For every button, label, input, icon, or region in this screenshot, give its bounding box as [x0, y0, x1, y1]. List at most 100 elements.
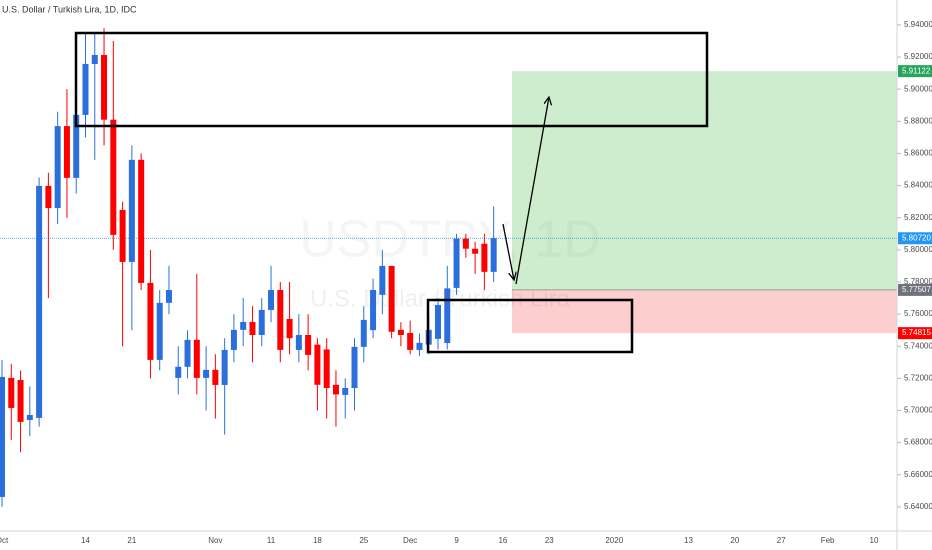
candle-body	[175, 366, 182, 378]
candle-body	[388, 265, 395, 332]
candle-body	[360, 319, 367, 347]
price-label-box	[898, 232, 932, 245]
candle-body	[416, 342, 423, 350]
candle-body	[128, 159, 135, 262]
y-tick-label: 5.80000	[904, 245, 932, 254]
y-tick-label: 5.82000	[904, 213, 932, 222]
candle-body	[286, 318, 293, 339]
y-tick-label: 5.74000	[904, 341, 932, 350]
candle-body	[295, 334, 302, 350]
x-tick-label: Dec	[403, 536, 417, 545]
candle-body	[110, 119, 117, 235]
candle-body	[54, 126, 61, 209]
candle-body	[323, 349, 330, 389]
candle-body	[453, 238, 460, 288]
target-zone	[512, 71, 897, 290]
x-tick-label: Nov	[208, 536, 222, 545]
candle-body	[472, 248, 479, 254]
x-tick-label: 20	[730, 536, 739, 545]
candle-body	[314, 344, 321, 385]
y-tick-label: 5.76000	[904, 309, 932, 318]
arrow	[515, 97, 549, 285]
axes: 5.64000 5.66000 5.68000 5.70000 5.72000 5.740…	[0, 20, 932, 545]
y-tick-label: 5.88000	[904, 116, 932, 125]
candle-body	[156, 302, 163, 360]
candle-body	[407, 332, 414, 350]
drawn-box	[426, 298, 634, 354]
candle-body	[82, 63, 89, 115]
candle-body	[249, 321, 256, 335]
x-tick-label: Oct	[0, 536, 9, 545]
y-tick-label: 5.84000	[904, 181, 932, 190]
candle-body	[119, 209, 126, 262]
candle-body	[91, 54, 98, 64]
y-tick-label: 5.94000	[904, 20, 932, 29]
price-label: 5.91122	[902, 66, 931, 75]
candle-body	[17, 379, 24, 422]
candle-body	[277, 290, 284, 350]
y-tick-label: 5.78000	[904, 277, 932, 286]
arrow	[502, 223, 514, 280]
price-label-box	[898, 65, 932, 78]
y-tick-label: 5.68000	[904, 438, 932, 447]
candle-body	[212, 369, 219, 385]
x-tick-label: 14	[81, 536, 90, 545]
x-tick-label: 23	[545, 536, 554, 545]
y-tick-label: 5.86000	[904, 149, 932, 158]
candle-body	[138, 159, 145, 283]
candle-body	[481, 243, 488, 272]
x-tick-label: 16	[498, 536, 507, 545]
candle-body	[101, 54, 108, 120]
candle-body	[26, 414, 33, 420]
candle-body	[351, 346, 358, 389]
candle-body	[258, 309, 265, 335]
zones	[0, 71, 897, 334]
candle-body	[397, 329, 404, 335]
candle-body	[165, 290, 172, 303]
y-tick-label: 5.92000	[904, 52, 932, 61]
candle-body	[36, 185, 43, 418]
x-tick-label: 25	[359, 536, 368, 545]
watermark-symbol: USDTRY, 1D	[299, 211, 601, 269]
candle-body	[63, 126, 70, 178]
y-tick-label: 5.64000	[904, 502, 932, 511]
x-tick-label: 27	[777, 536, 786, 545]
y-tick-label: 5.70000	[904, 406, 932, 415]
price-label-box	[898, 283, 932, 296]
price-label-box	[898, 327, 932, 340]
candle-body	[379, 265, 386, 295]
candle-body	[435, 304, 441, 339]
x-tick-label: 9	[454, 536, 459, 545]
price-label: 5.77507	[902, 285, 931, 294]
candle-body	[332, 384, 339, 395]
target-zone	[512, 289, 897, 334]
candle-body	[221, 349, 228, 385]
candle-body	[305, 334, 312, 355]
x-tick-label: 21	[127, 536, 136, 545]
drawn-box	[74, 31, 709, 128]
candle-body	[147, 282, 154, 360]
x-tick-label: 2020	[605, 536, 623, 545]
candle-body	[342, 388, 349, 395]
candle-body	[490, 238, 497, 272]
candle-body	[0, 376, 5, 497]
x-tick-label: 10	[870, 536, 879, 545]
candle-body	[462, 238, 469, 249]
candle-body	[184, 339, 191, 367]
price-label: 5.80720	[902, 233, 931, 242]
y-tick-label: 5.66000	[904, 470, 932, 479]
candle-body	[45, 185, 52, 209]
y-tick-label: 5.90000	[904, 84, 932, 93]
candle-body	[444, 288, 451, 344]
y-tick-label: 5.72000	[904, 373, 932, 382]
x-tick-label: 13	[684, 536, 693, 545]
chart-title: U.S. Dollar / Turkish Lira, 1D, IDC	[2, 4, 137, 14]
candle-body	[240, 321, 247, 330]
x-tick-label: Feb	[821, 536, 835, 545]
candle-body	[268, 290, 275, 310]
x-tick-label: 11	[267, 536, 276, 545]
candle-body	[73, 114, 80, 178]
price-label: 5.74815	[902, 328, 931, 337]
